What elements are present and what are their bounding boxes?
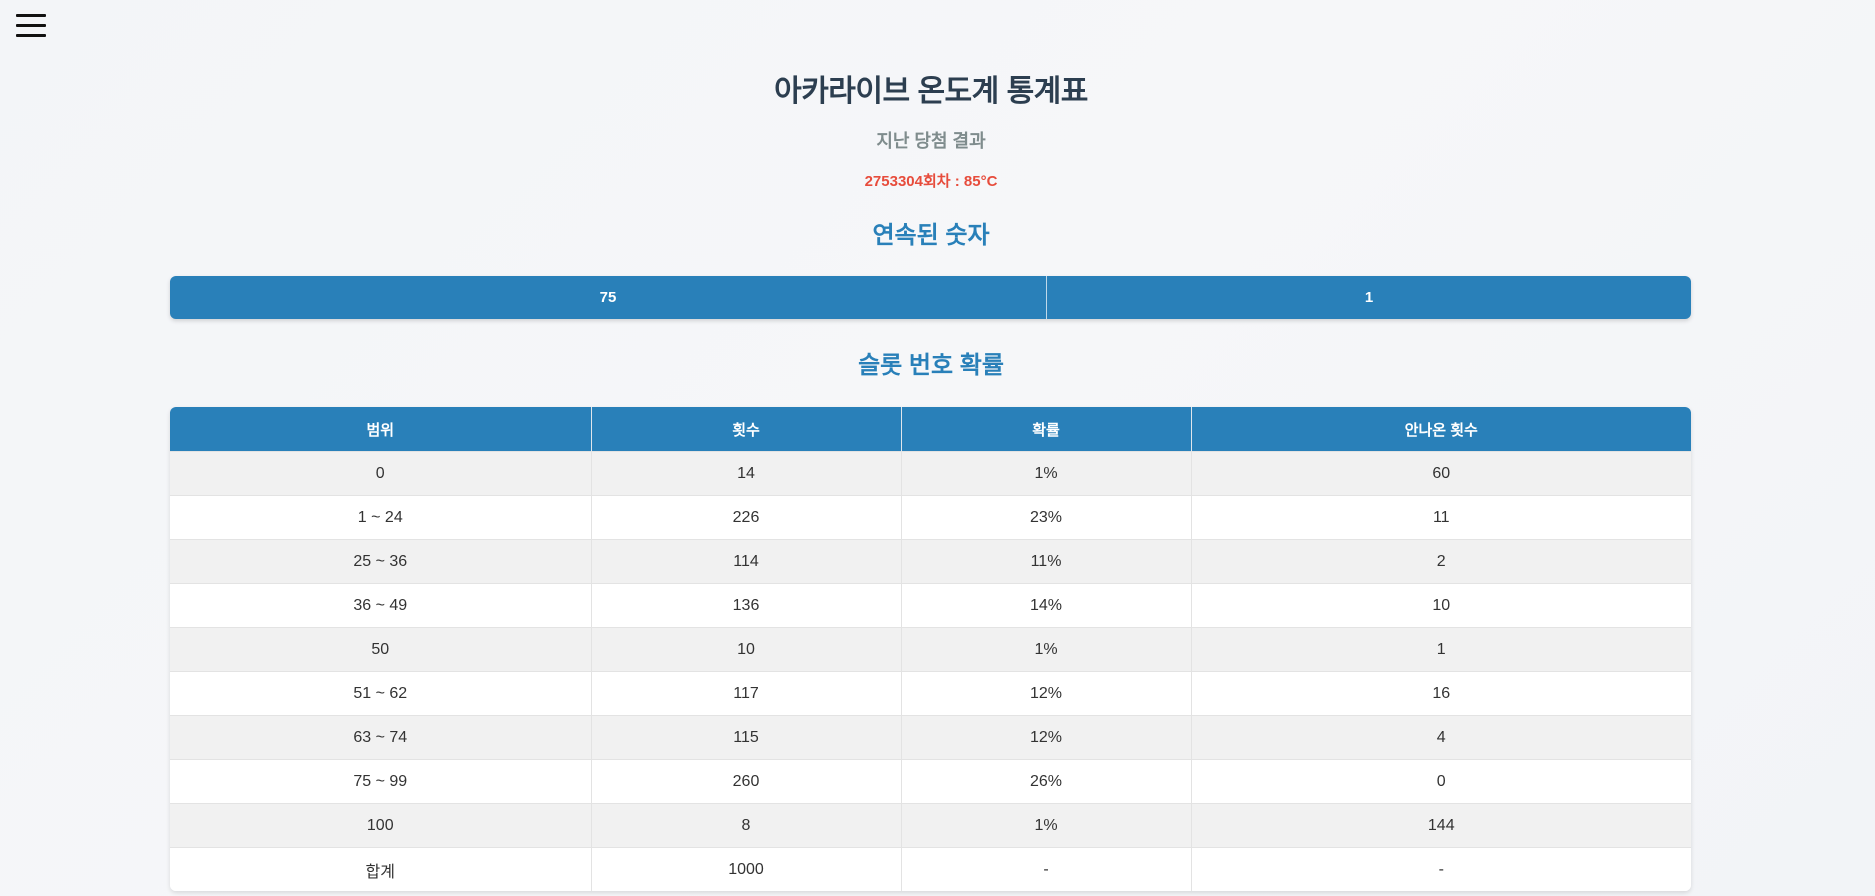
cell-missed: 0	[1191, 759, 1691, 804]
cell-missed: 16	[1191, 671, 1691, 716]
cell-count: 10	[591, 627, 902, 672]
cell-probability: -	[901, 847, 1192, 891]
cell-range: 51 ~ 62	[170, 671, 592, 716]
cell-missed: 4	[1191, 715, 1691, 760]
cell-probability: 1%	[901, 627, 1192, 672]
cell-probability: 12%	[901, 671, 1192, 716]
table-row: 50 10 1% 1	[170, 627, 1691, 672]
cell-probability: 12%	[901, 715, 1192, 760]
cell-missed: 11	[1191, 495, 1691, 540]
cell-probability: 26%	[901, 759, 1192, 804]
table-row: 1 ~ 24 226 23% 11	[170, 495, 1691, 540]
cell-range: 36 ~ 49	[170, 583, 592, 628]
page-subtitle: 지난 당첨 결과	[876, 131, 986, 151]
hamburger-menu-icon[interactable]	[16, 14, 46, 38]
table-row-total: 합계 1000 - -	[170, 847, 1691, 891]
menu-line	[16, 24, 46, 27]
menu-line	[16, 14, 46, 17]
probability-section-title: 슬롯 번호 확률	[858, 352, 1004, 379]
cell-count: 260	[591, 759, 902, 804]
table-row: 75 ~ 99 260 26% 0	[170, 759, 1691, 804]
cell-count: 117	[591, 671, 902, 716]
probability-table: 범위 횟수 확률 안나온 횟수 0 14 1% 60 1 ~ 24 226 23…	[170, 407, 1691, 891]
cell-probability: 11%	[901, 539, 1192, 584]
cell-count: 14	[591, 451, 902, 496]
streak-section-title: 연속된 숫자	[872, 222, 990, 249]
column-header-missed-count: 안나온 횟수	[1191, 407, 1691, 452]
streak-number: 75	[170, 276, 1047, 319]
cell-range: 75 ~ 99	[170, 759, 592, 804]
cell-count: 114	[591, 539, 902, 584]
cell-probability: 14%	[901, 583, 1192, 628]
table-header-row: 범위 횟수 확률 안나온 횟수	[170, 407, 1691, 452]
cell-probability: 1%	[901, 451, 1192, 496]
streak-count: 1	[1364, 289, 1374, 306]
cell-count: 115	[591, 715, 902, 760]
cell-missed: 10	[1191, 583, 1691, 628]
table-row: 51 ~ 62 117 12% 16	[170, 671, 1691, 716]
last-result-text: 2753304회차 : 85°C	[864, 173, 998, 190]
cell-count: 1000	[591, 847, 902, 891]
cell-count: 136	[591, 583, 902, 628]
cell-count: 226	[591, 495, 902, 540]
cell-missed: 1	[1191, 627, 1691, 672]
cell-range: 1 ~ 24	[170, 495, 592, 540]
menu-line	[16, 34, 46, 37]
table-row: 0 14 1% 60	[170, 451, 1691, 496]
column-header-probability: 확률	[901, 407, 1192, 452]
cell-count: 8	[591, 803, 902, 848]
cell-missed: 2	[1191, 539, 1691, 584]
cell-range: 0	[170, 451, 592, 496]
cell-range: 50	[170, 627, 592, 672]
table-row: 25 ~ 36 114 11% 2	[170, 539, 1691, 584]
table-row: 63 ~ 74 115 12% 4	[170, 715, 1691, 760]
cell-range: 합계	[170, 847, 592, 891]
table-row: 36 ~ 49 136 14% 10	[170, 583, 1691, 628]
streak-bar: 75 1	[170, 276, 1691, 319]
cell-probability: 1%	[901, 803, 1192, 848]
table-row: 100 8 1% 144	[170, 803, 1691, 848]
cell-range: 100	[170, 803, 592, 848]
column-header-count: 횟수	[591, 407, 902, 452]
cell-probability: 23%	[901, 495, 1192, 540]
column-header-range: 범위	[170, 407, 592, 452]
page-title: 아카라이브 온도계 통계표	[774, 75, 1088, 108]
cell-range: 25 ~ 36	[170, 539, 592, 584]
cell-range: 63 ~ 74	[170, 715, 592, 760]
cell-missed: 60	[1191, 451, 1691, 496]
cell-missed: -	[1191, 847, 1691, 891]
cell-missed: 144	[1191, 803, 1691, 848]
